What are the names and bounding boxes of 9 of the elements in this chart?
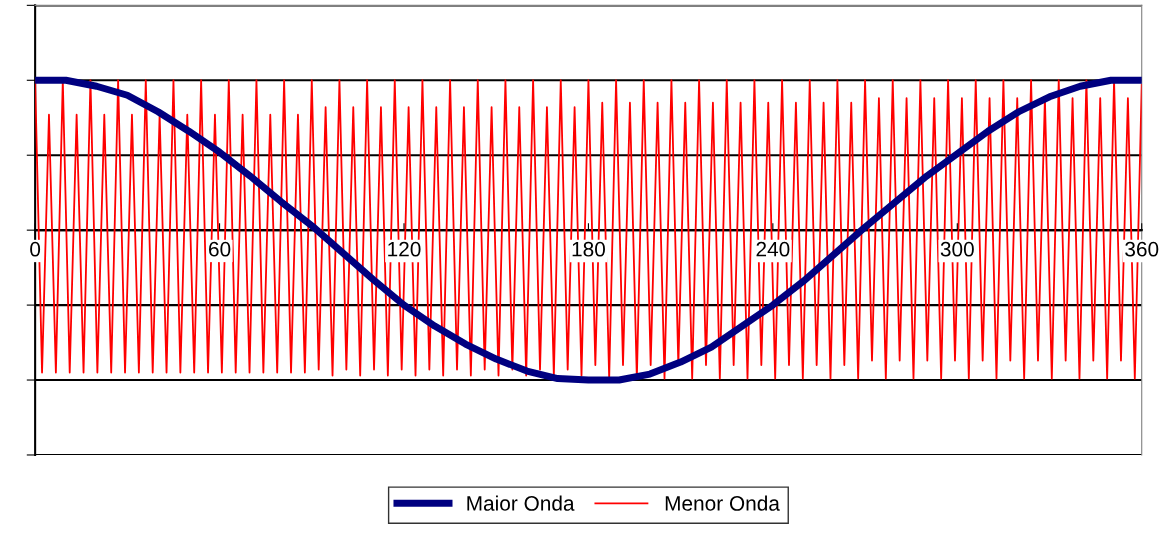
x-tick-label: 300 <box>940 241 974 257</box>
x-tick-label: 180 <box>572 241 605 257</box>
x-tick-label: 120 <box>388 241 421 257</box>
x-tick-label: 240 <box>756 241 790 257</box>
legend-label: Maior Onda <box>467 495 575 511</box>
x-tick-label: 0 <box>30 241 41 257</box>
x-tick-label: 360 <box>1125 241 1159 257</box>
legend-label: Menor Onda <box>665 495 780 511</box>
x-tick-label: 60 <box>209 241 231 257</box>
